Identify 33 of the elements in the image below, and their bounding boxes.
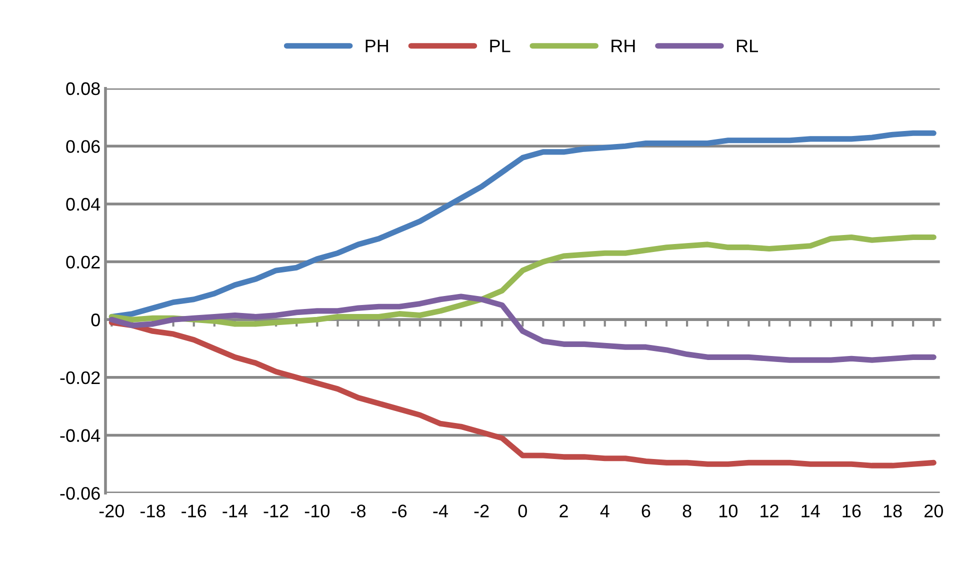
x-tick-label: -18 bbox=[140, 504, 166, 518]
x-tick-label: -6 bbox=[392, 504, 407, 518]
x-tick-label: 12 bbox=[760, 504, 778, 518]
x-tick-label: 6 bbox=[642, 504, 650, 518]
legend-label: PL bbox=[490, 40, 510, 52]
y-tick-label: -0.06 bbox=[60, 486, 100, 500]
x-tick-label: -2 bbox=[474, 504, 489, 518]
x-tick-label: -14 bbox=[222, 504, 248, 518]
x-tick-label: -10 bbox=[304, 504, 330, 518]
legend-label: RL bbox=[736, 40, 758, 52]
x-tick-label: 10 bbox=[719, 504, 738, 518]
y-tick-label: 0.04 bbox=[66, 198, 100, 211]
y-tick-label: -0.04 bbox=[60, 429, 100, 442]
x-tick-label: -8 bbox=[351, 504, 366, 518]
x-tick-label: 20 bbox=[924, 504, 943, 518]
x-tick-label: 8 bbox=[682, 504, 692, 518]
y-tick-label: 0.02 bbox=[66, 256, 100, 269]
legend-label: RH bbox=[612, 40, 635, 52]
x-tick-label: 18 bbox=[884, 504, 902, 518]
x-tick-label: 2 bbox=[560, 504, 568, 518]
x-tick-label: 4 bbox=[600, 504, 610, 518]
x-tick-label: -4 bbox=[433, 504, 448, 518]
legend-label: PH bbox=[366, 40, 388, 52]
x-tick-label: 0 bbox=[518, 504, 527, 518]
x-tick-label: -20 bbox=[99, 504, 124, 518]
x-tick-label: -16 bbox=[182, 504, 206, 518]
y-tick-label: 0.06 bbox=[66, 140, 100, 153]
x-tick-label: 16 bbox=[842, 504, 861, 518]
x-tick-label: 14 bbox=[802, 504, 820, 518]
y-tick-label: 0 bbox=[91, 314, 100, 326]
x-tick-label: -12 bbox=[264, 504, 288, 518]
y-tick-label: 0.08 bbox=[66, 82, 100, 96]
y-tick-label: -0.02 bbox=[60, 371, 100, 384]
